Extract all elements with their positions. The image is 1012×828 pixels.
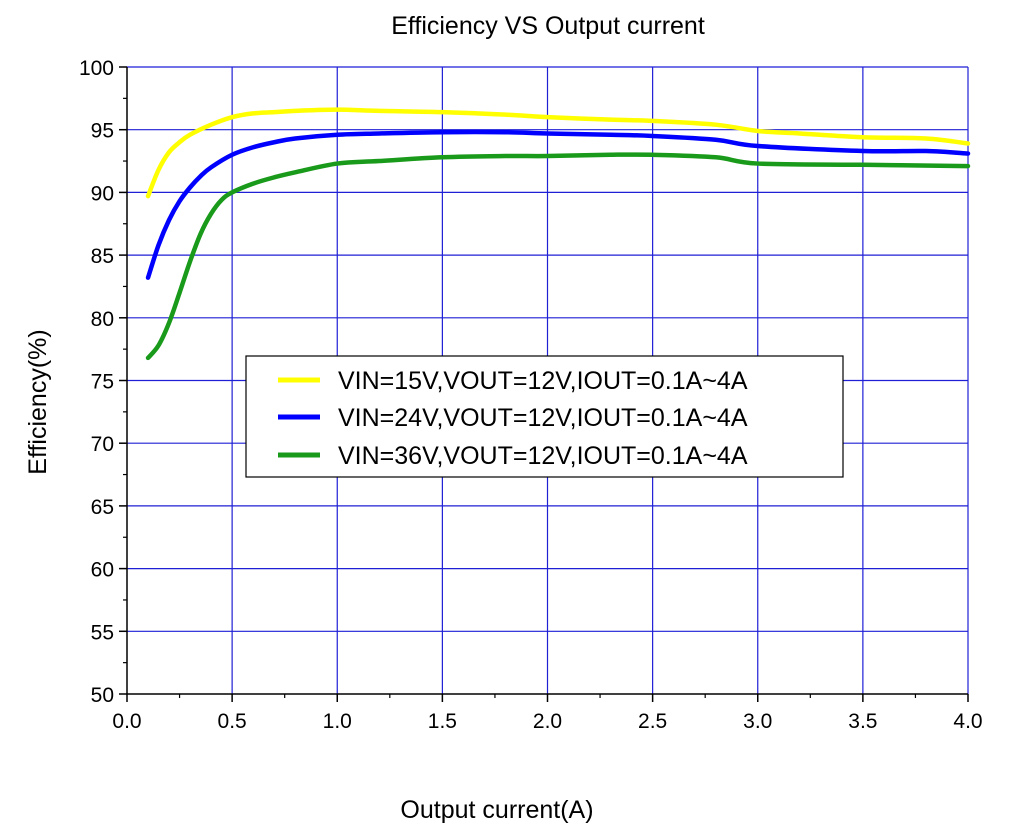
y-tick-label-6: 80 xyxy=(91,308,114,331)
y-tick-label-1: 55 xyxy=(91,621,114,644)
x-tick-label-8: 4.0 xyxy=(953,710,982,733)
x-axis-title: Output current(A) xyxy=(400,796,593,824)
legend: VIN=15V,VOUT=12V,IOUT=0.1A~4A VIN=24V,VO… xyxy=(245,355,844,478)
x-tick-label-4: 2.0 xyxy=(533,710,562,733)
legend-label-24v: VIN=24V,VOUT=12V,IOUT=0.1A~4A xyxy=(338,404,748,432)
legend-item-24v: VIN=24V,VOUT=12V,IOUT=0.1A~4A xyxy=(278,404,748,432)
x-tick-label-2: 1.0 xyxy=(323,710,352,733)
x-tick-label-7: 3.5 xyxy=(848,710,877,733)
x-tick-label-6: 3.0 xyxy=(743,710,772,733)
y-tick-label-0: 50 xyxy=(91,684,114,707)
y-tick-label-10: 100 xyxy=(79,57,114,80)
legend-item-15v: VIN=15V,VOUT=12V,IOUT=0.1A~4A xyxy=(278,367,748,395)
y-tick-label-4: 70 xyxy=(91,433,114,456)
x-tick-label-3: 1.5 xyxy=(428,710,457,733)
series-line-24v xyxy=(145,129,971,280)
series-lines xyxy=(145,107,971,361)
x-tick-label-1: 0.5 xyxy=(218,710,247,733)
chart-title: Efficiency VS Output current xyxy=(391,12,705,40)
y-tick-label-8: 90 xyxy=(91,182,114,205)
legend-label-36v: VIN=36V,VOUT=12V,IOUT=0.1A~4A xyxy=(338,442,748,470)
axes xyxy=(119,66,969,702)
tick-labels: 0.0 0.5 1.0 1.5 2.0 2.5 3.0 3.5 4.0 50 55 60 65 70 75 8… xyxy=(79,57,983,733)
y-axis-title: Efficiency(%) xyxy=(24,329,52,474)
y-tick-label-3: 65 xyxy=(91,496,114,519)
x-tick-label-0: 0.0 xyxy=(112,710,141,733)
legend-box xyxy=(245,355,844,478)
y-tick-label-5: 75 xyxy=(91,371,114,394)
legend-item-36v: VIN=36V,VOUT=12V,IOUT=0.1A~4A xyxy=(278,442,748,470)
y-tick-label-7: 85 xyxy=(91,245,114,268)
series-line-36v xyxy=(145,152,971,361)
y-tick-label-2: 60 xyxy=(91,559,114,582)
series-line-15v xyxy=(145,107,971,199)
y-tick-label-9: 95 xyxy=(91,120,114,143)
x-tick-label-5: 2.5 xyxy=(638,710,667,733)
legend-label-15v: VIN=15V,VOUT=12V,IOUT=0.1A~4A xyxy=(338,367,748,395)
